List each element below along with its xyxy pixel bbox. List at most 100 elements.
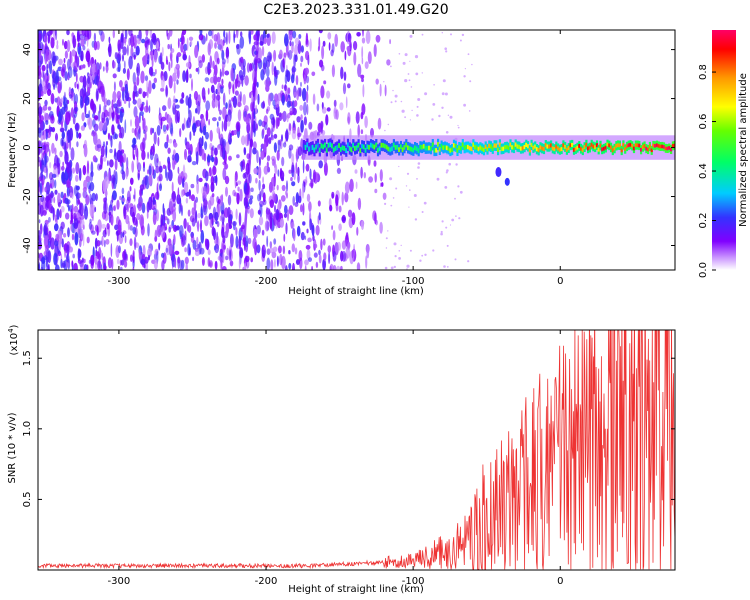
spectrogram-noise-cell — [284, 130, 289, 142]
spectrogram-noise-cell — [148, 165, 152, 176]
spectrogram-noise-cell — [198, 177, 203, 183]
spectrogram-noise-cell — [248, 132, 251, 142]
spectrogram-noise-cell — [354, 169, 358, 174]
spectrogram-noise-cell — [197, 212, 201, 219]
spectrogram-noise-cell — [271, 158, 275, 166]
spectrogram-signal-core — [615, 143, 618, 148]
spectrogram-signal-core — [410, 147, 413, 152]
spectrogram-noise-cell — [394, 100, 397, 103]
spectrogram-noise-cell — [40, 159, 42, 170]
spectrogram-noise-cell — [291, 181, 296, 187]
snr-frame — [37, 329, 676, 571]
spectrogram-noise-cell — [449, 224, 452, 226]
spectrogram-noise-cell — [320, 85, 325, 99]
spectrogram-noise-cell — [207, 68, 212, 74]
spectrogram-noise-cell — [214, 239, 217, 244]
spectrogram-signal-core — [629, 142, 632, 147]
spectrogram-noise-cell — [45, 201, 49, 211]
spectrogram-noise-cell — [424, 253, 427, 256]
spectrogram-noise-cell — [312, 93, 316, 105]
spectrogram-noise-cell — [290, 74, 295, 84]
spectrogram-noise-cell — [294, 37, 300, 45]
spectrogram-noise-cell — [284, 265, 288, 270]
spectrogram-noise-cell — [235, 227, 238, 236]
spectrogram-noise-cell — [222, 92, 226, 106]
spectrogram-noise-cell — [306, 193, 311, 202]
spectrogram-signal-core — [583, 145, 586, 150]
spectrogram-noise-cell — [236, 44, 240, 50]
spectrogram-noise-cell — [132, 99, 137, 105]
spectrogram-signal-core — [454, 144, 457, 149]
spectrogram-noise-cell — [158, 107, 161, 116]
spectrogram-noise-cell — [204, 77, 210, 82]
spectrogram-noise-cell — [85, 95, 89, 101]
spectrogram-noise-cell — [278, 112, 283, 122]
spectrogram-noise-cell — [361, 57, 364, 65]
spectrogram-noise-cell — [42, 80, 44, 89]
spectrogram-signal-core — [535, 147, 538, 152]
spectrogram-noise-cell — [94, 237, 98, 250]
spectrogram-noise-cell — [124, 235, 127, 244]
spectrogram-noise-cell — [54, 223, 59, 232]
spectrogram-noise-cell — [61, 171, 65, 183]
spectrogram-signal-core — [539, 145, 542, 150]
spectrogram-noise-cell — [179, 225, 184, 238]
spectrogram-noise-cell — [279, 49, 283, 59]
spectrogram-noise-cell — [175, 63, 180, 70]
spectrogram-noise-cell — [249, 208, 254, 219]
spectrogram-noise-cell — [101, 252, 104, 261]
spectrogram-signal-core — [368, 144, 371, 150]
spectrogram-noise-cell — [262, 176, 264, 184]
spectrogram-noise-cell — [288, 205, 294, 216]
spectrogram-noise-cell — [40, 194, 44, 203]
spectrogram-noise-cell — [293, 171, 296, 181]
spectrogram-noise-cell — [416, 178, 418, 180]
spectrogram-noise-cell — [90, 254, 95, 266]
spectrogram-noise-cell — [281, 156, 285, 167]
spectrogram-signal-core — [354, 146, 357, 151]
spectrogram-noise-cell — [102, 66, 105, 72]
spectrogram-noise-cell — [59, 150, 63, 158]
spectrogram-noise-cell — [181, 92, 185, 99]
spectrogram-noise-cell — [64, 71, 68, 82]
spectrogram-noise-cell — [416, 105, 419, 108]
spectrogram-noise-cell — [393, 242, 397, 246]
spectrogram-noise-cell — [379, 169, 383, 182]
spectrogram-noise-cell — [212, 60, 215, 69]
spectrogram-signal-core — [606, 142, 609, 147]
spectrogram-signal-core — [378, 146, 381, 152]
spectrogram-noise-cell — [257, 47, 263, 62]
spectrogram-noise-cell — [288, 49, 293, 60]
spectrogram-noise-cell — [76, 141, 79, 148]
spectrogram-noise-cell — [150, 39, 153, 52]
spectrogram-noise-cell — [361, 78, 364, 83]
spectrogram-noise-cell — [304, 265, 307, 270]
spectrogram-noise-cell — [211, 93, 216, 101]
spectrogram-noise-cell — [305, 176, 308, 186]
spectrogram-noise-cell — [212, 165, 217, 176]
spectrogram-noise-cell — [226, 32, 228, 45]
spectrogram-noise-cell — [304, 67, 310, 76]
spectrogram-noise-cell — [300, 62, 302, 67]
spectrogram-noise-cell — [116, 90, 122, 100]
spectrogram-noise-cell — [94, 224, 99, 232]
spectrogram-noise-cell — [153, 77, 157, 84]
spectrogram-noise-cell — [217, 198, 221, 204]
spectrogram-signal-core — [562, 143, 565, 148]
spectrogram-noise-cell — [248, 122, 250, 131]
spectrogram-noise-cell — [121, 197, 126, 203]
spectrogram-signal-core — [498, 142, 501, 147]
spectrogram-signal-core — [654, 144, 657, 148]
spectrogram-noise-cell — [45, 120, 49, 125]
spectrogram-noise-cell — [168, 61, 171, 72]
spectrogram-noise-cell — [49, 60, 53, 74]
spectrogram-noise-cell — [50, 93, 55, 105]
spectrogram-noise-cell — [266, 67, 270, 78]
spectrogram-noise-cell — [77, 42, 80, 48]
spectrogram-noise-cell — [291, 129, 297, 140]
spectrogram-noise-cell — [39, 60, 42, 67]
spectrogram-signal-core — [655, 143, 659, 147]
spectrogram-noise-cell — [207, 249, 211, 256]
spectrogram-noise-cell — [80, 262, 85, 270]
